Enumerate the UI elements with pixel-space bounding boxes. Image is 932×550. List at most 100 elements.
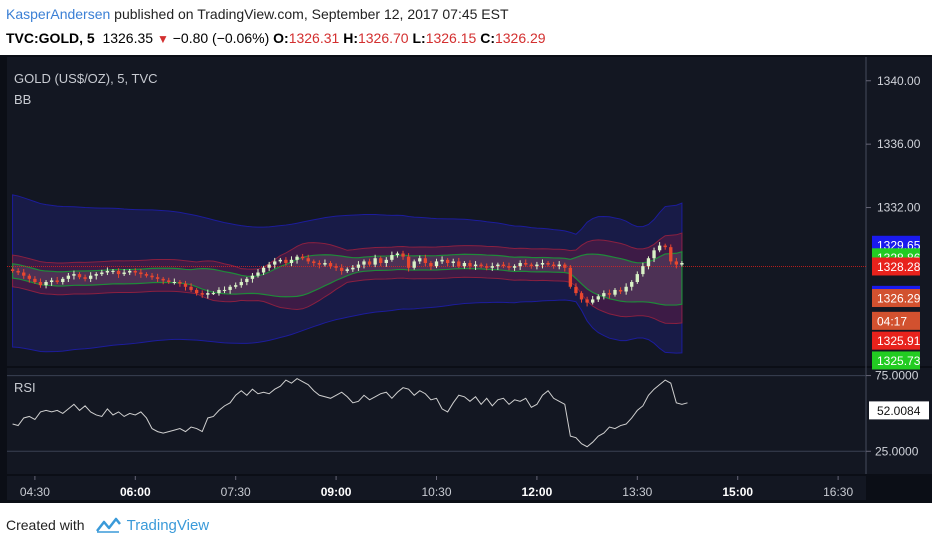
- price-tick-label: 1340.00: [877, 74, 921, 88]
- candle-body: [356, 264, 361, 268]
- candle-body: [535, 264, 539, 267]
- candle-body: [434, 261, 439, 267]
- candle-body: [635, 274, 639, 283]
- candle-body: [390, 255, 394, 260]
- candle-body: [261, 267, 266, 273]
- price-badge-label: 04:17: [877, 314, 907, 328]
- candle-body: [239, 282, 243, 286]
- candle-body: [49, 280, 54, 283]
- candle-body: [395, 253, 400, 256]
- price-badge: [872, 311, 920, 330]
- candle-body: [585, 299, 589, 303]
- candle-body: [66, 275, 71, 279]
- candle-body: [150, 275, 154, 278]
- candle-body: [340, 267, 344, 271]
- candle-body: [445, 259, 450, 263]
- candle-body: [379, 258, 383, 263]
- created-with-text: Created with: [6, 517, 85, 533]
- candle-body: [373, 258, 377, 265]
- candle-body: [674, 261, 679, 265]
- candle-body: [423, 258, 428, 263]
- candle-body: [652, 250, 656, 259]
- open-label: O:: [273, 30, 289, 46]
- main-pane: [7, 57, 866, 366]
- candle-body: [490, 266, 494, 268]
- candle-body: [657, 245, 662, 251]
- candle-body: [518, 263, 522, 267]
- time-tick-label: 09:00: [321, 485, 352, 499]
- candle-body: [228, 286, 232, 290]
- candle-body: [596, 296, 600, 300]
- candle-body: [501, 264, 506, 267]
- rsi-pane-title: RSI: [14, 380, 36, 395]
- candle-body: [83, 277, 87, 279]
- candle-body: [406, 256, 411, 268]
- candle-body: [27, 275, 31, 279]
- candle-body: [128, 270, 132, 273]
- high-value: 1326.70: [357, 30, 409, 46]
- price-badge: [872, 289, 920, 308]
- candle-body: [116, 270, 121, 275]
- bb-middle-band: [12, 232, 683, 325]
- candle-body: [630, 282, 634, 287]
- candle-body: [222, 289, 227, 291]
- candle-body: [429, 263, 433, 267]
- candle-body: [507, 266, 511, 268]
- candle-body: [55, 280, 59, 283]
- time-tick-label: 13:30: [622, 485, 652, 499]
- price-badge-label: 1325.73: [877, 354, 921, 368]
- price-badge-label: 1328.28: [877, 260, 921, 274]
- candle-body: [77, 274, 82, 278]
- rsi-pane: [7, 368, 866, 474]
- candle-body: [618, 289, 623, 292]
- rsi-axis: [866, 368, 932, 474]
- author-link[interactable]: KasperAndersen: [6, 6, 111, 22]
- candle-body: [663, 245, 667, 248]
- footer: Created with TradingView: [6, 516, 209, 534]
- candle-body: [468, 263, 472, 267]
- time-tick-label: 12:00: [522, 485, 553, 499]
- candle-body: [172, 282, 177, 284]
- candle-body: [367, 261, 372, 265]
- candle-body: [206, 293, 210, 295]
- candle-body: [273, 261, 277, 265]
- candle-body: [418, 258, 422, 262]
- candle-body: [256, 272, 260, 276]
- candle-body: [111, 270, 115, 272]
- candle-body: [328, 263, 333, 267]
- candle-body: [245, 278, 249, 283]
- price-tick-label: 1336.00: [877, 137, 921, 151]
- candle-body: [529, 264, 533, 267]
- price-badge: [872, 331, 920, 350]
- tradingview-brand-link[interactable]: TradingView: [126, 516, 210, 534]
- candle-body: [312, 261, 316, 263]
- candle-body: [473, 264, 478, 267]
- candle-body: [646, 258, 651, 267]
- published-text: published on TradingView.com, September …: [110, 6, 509, 22]
- candle-body: [33, 278, 37, 283]
- candle-body: [295, 256, 299, 260]
- rsi-current-label: 52.0084: [877, 404, 921, 418]
- bb-outer-band: [12, 194, 683, 354]
- candle-body: [189, 286, 193, 290]
- candle-body: [401, 253, 405, 257]
- candle-body: [178, 282, 182, 284]
- main-pane-title: GOLD (US$/OZ), 5, TVC: [14, 71, 158, 86]
- candle-body: [563, 264, 567, 268]
- candle-body: [278, 259, 282, 262]
- candle-body: [579, 293, 584, 300]
- candle-body: [88, 275, 93, 279]
- candle-body: [300, 256, 305, 259]
- candle-body: [194, 289, 199, 294]
- candle-body: [22, 272, 26, 276]
- candle-body: [284, 259, 288, 263]
- candle-body: [496, 264, 500, 267]
- time-tick-label: 10:30: [421, 485, 451, 499]
- candle-body: [624, 286, 628, 292]
- candle-body: [546, 263, 550, 265]
- candle-body: [183, 283, 188, 287]
- candle-body: [133, 270, 137, 273]
- price-badge-label: 1325.91: [877, 334, 921, 348]
- price-badge: [872, 257, 920, 276]
